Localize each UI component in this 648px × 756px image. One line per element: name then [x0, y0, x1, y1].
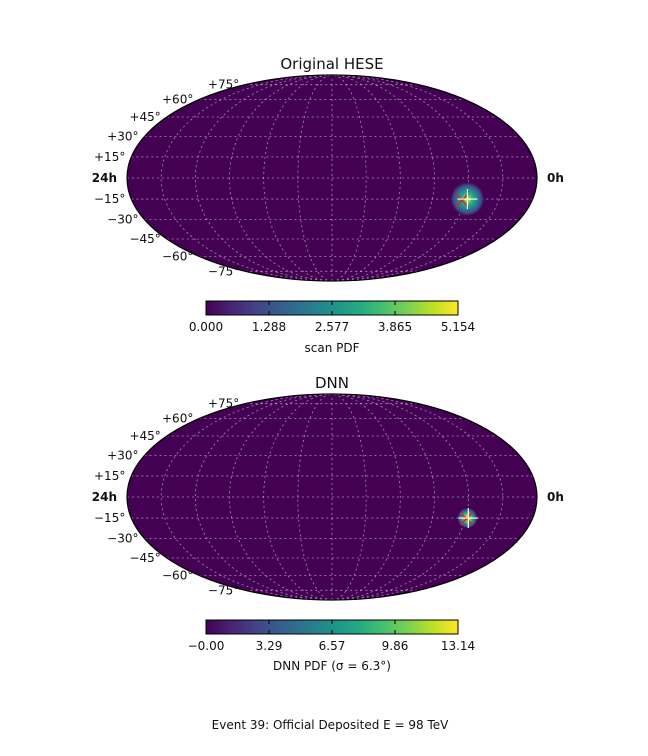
declination-label: +45°	[129, 429, 160, 443]
meridian-line	[331, 394, 470, 600]
sky-border	[126, 74, 538, 282]
colorbar-tick-label: 2.577	[315, 320, 349, 334]
marker-group	[455, 189, 478, 210]
meridian-line	[194, 394, 333, 600]
declination-label: +30°	[107, 448, 138, 462]
colorbar-tick-label: 0.000	[189, 320, 223, 334]
declination-label: +30°	[107, 129, 138, 143]
declination-label: −75°	[208, 264, 239, 278]
declination-label: +45°	[129, 110, 160, 124]
meridian-line	[331, 75, 470, 281]
declination-label: +15°	[94, 469, 125, 483]
colorbar-tick-label: 6.57	[319, 639, 346, 653]
declination-label: +75°	[208, 78, 239, 92]
colorbar-ticks: −0.00 3.29 6.57 9.86 13.14	[188, 620, 475, 653]
colorbar-tick-label: 5.154	[441, 320, 475, 334]
meridian-line	[331, 75, 401, 281]
colorbar-ticks: 0.000 1.288 2.577 3.865 5.154	[189, 301, 475, 334]
grid-lines	[127, 394, 537, 600]
ra-label-right: 0h	[547, 490, 564, 504]
grid-lines	[127, 75, 537, 281]
meridian-line	[194, 75, 333, 281]
declination-label: +75°	[208, 397, 239, 411]
sky-map-dnn: DNN +75° +60°+45° +30° +15° −15° −30° −45°−60°…	[92, 374, 564, 673]
colorbar-tick-label: 1.288	[252, 320, 286, 334]
marker-group	[458, 508, 479, 529]
meridian-line	[263, 394, 333, 600]
meridian-line	[331, 394, 401, 600]
declination-label: −60°	[162, 250, 193, 264]
x-marker	[455, 193, 469, 208]
declination-label: −15°	[94, 511, 125, 525]
declination-label: −60°	[162, 569, 193, 583]
declination-label: −75°	[208, 583, 239, 597]
meridian-line	[229, 394, 333, 600]
meridian-line	[331, 394, 435, 600]
figure-caption: Event 39: Official Deposited E = 98 TeV	[212, 718, 450, 732]
x-marker	[459, 512, 473, 526]
plot-title: DNN	[315, 374, 349, 392]
plot-title: Original HESE	[280, 55, 383, 73]
declination-label: −30°	[107, 532, 138, 546]
declination-label: −45°	[129, 551, 160, 565]
ra-label-right: 0h	[547, 171, 564, 185]
declination-label: +15°	[94, 150, 125, 164]
colorbar-tick-label: 13.14	[441, 639, 475, 653]
meridian-line	[263, 75, 333, 281]
declination-label: −15°	[94, 192, 125, 206]
meridian-line	[229, 75, 333, 281]
sky-border	[126, 393, 538, 601]
ra-label-left: 24h	[92, 171, 117, 185]
declination-labels: +75° +60°+45° +30° +15° −15° −30° −45°−60° −75°	[94, 397, 239, 598]
colorbar-tick-label: 9.86	[382, 639, 409, 653]
ra-label-left: 24h	[92, 490, 117, 504]
declination-label: −45°	[129, 232, 160, 246]
sky-map-original-hese: Original HESE +75° +60°+45° +30° +15° −15° −3…	[92, 55, 564, 355]
declination-labels: +75° +60°+45° +30° +15° −15° −30° −45°−60° −75°	[94, 78, 239, 279]
meridian-line	[331, 75, 435, 281]
colorbar: −0.00 3.29 6.57 9.86 13.14 DNN PDF (σ = 6.3°…	[188, 619, 475, 673]
colorbar-tick-label: −0.00	[188, 639, 225, 653]
colorbar-tick-label: 3.29	[256, 639, 283, 653]
declination-label: +60°	[162, 92, 193, 106]
colorbar-tick-label: 3.865	[378, 320, 412, 334]
declination-label: +60°	[162, 411, 193, 425]
colorbar: 0.000 1.288 2.577 3.865 5.154 scan PDF	[189, 300, 475, 355]
colorbar-label: scan PDF	[304, 341, 359, 355]
declination-label: −30°	[107, 213, 138, 227]
colorbar-label: DNN PDF (σ = 6.3°)	[273, 659, 391, 673]
